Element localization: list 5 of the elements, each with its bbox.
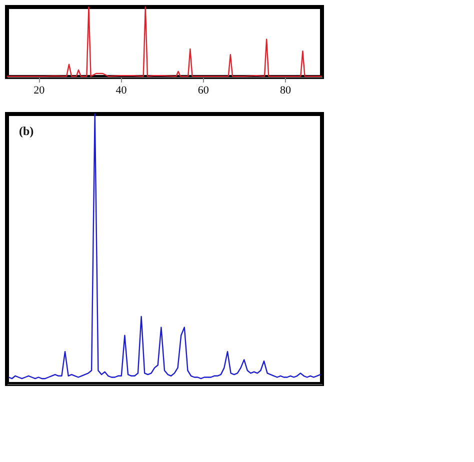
x-tick-label: 20: [34, 84, 46, 96]
x-tick-label: 60: [198, 84, 210, 96]
x-tick-label: 40: [116, 84, 128, 96]
annotation: (b): [19, 124, 34, 138]
x-tick-label: 80: [280, 84, 292, 96]
